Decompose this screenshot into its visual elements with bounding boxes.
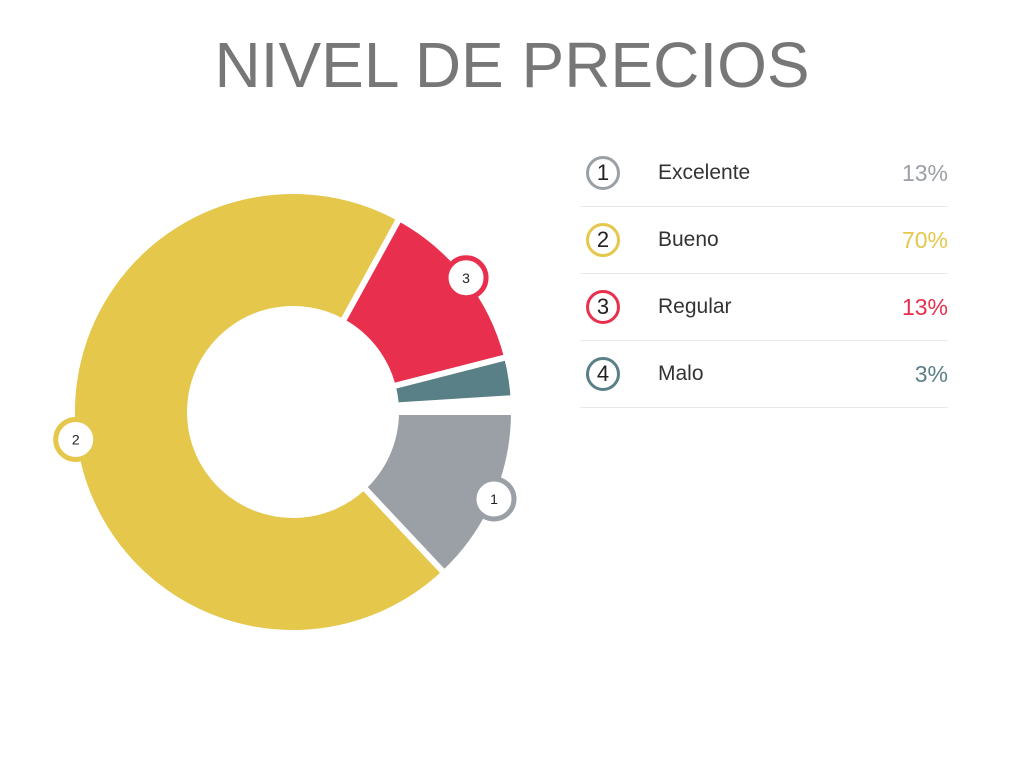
svg-text:2: 2 — [72, 431, 80, 447]
legend-badge: 2 — [586, 223, 620, 257]
donut-slice-3 — [338, 214, 511, 391]
legend-item: 3 Regular 13% — [580, 274, 948, 341]
legend-value: 13% — [901, 293, 948, 320]
svg-text:1: 1 — [490, 491, 498, 507]
donut-chart: 1 2 3 — [53, 190, 518, 633]
legend-badge: 3 — [586, 290, 620, 324]
legend-badge: 1 — [586, 156, 620, 190]
legend-badge: 4 — [586, 357, 620, 391]
legend-item: 1 Excelente 13% — [580, 140, 948, 207]
legend-item: 4 Malo 3% — [580, 341, 948, 408]
legend-item: 2 Bueno 70% — [580, 207, 948, 274]
slice-label-2: 2 — [53, 416, 99, 462]
slice-label-3: 3 — [443, 255, 489, 301]
legend-label: Bueno — [658, 228, 719, 251]
svg-text:3: 3 — [462, 270, 470, 286]
donut-slice-4 — [389, 353, 517, 409]
legend-value: 70% — [901, 226, 948, 253]
legend-label: Excelente — [658, 161, 751, 184]
legend: 1 Excelente 13% 2 Bueno 70% 3 Regular 13% 4 Malo 3% — [580, 140, 948, 408]
legend-value: 13% — [901, 159, 948, 186]
legend-label: Regular — [658, 295, 732, 318]
legend-label: Malo — [658, 362, 704, 385]
slice-label-1: 1 — [471, 476, 517, 522]
chart-title: NIVEL DE PRECIOS — [214, 29, 810, 101]
donut-slice-1 — [359, 409, 518, 578]
legend-value: 3% — [914, 360, 948, 387]
